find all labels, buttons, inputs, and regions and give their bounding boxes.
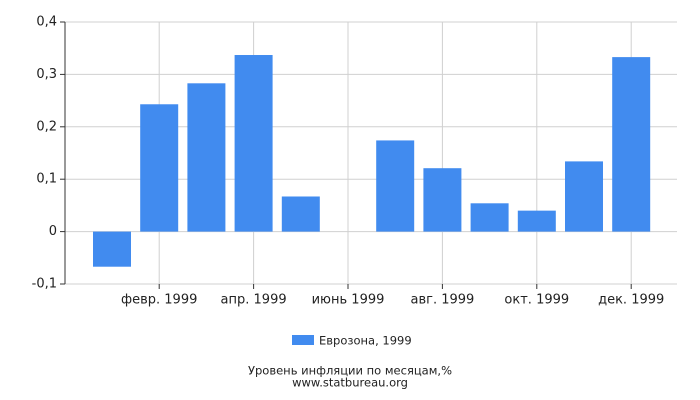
y-tick-label: 0,1 [36, 172, 57, 187]
y-tick-label: 0,2 [36, 119, 57, 134]
x-tick-label: окт. 1999 [504, 293, 569, 308]
bar [93, 231, 131, 267]
source: www.statbureau.org [292, 376, 408, 390]
bar [423, 168, 462, 232]
bar [470, 203, 509, 232]
legend-label: Еврозона, 1999 [319, 334, 412, 348]
caption: Уровень инфляции по месяцам,% [248, 364, 452, 378]
y-tick-label: 0,3 [36, 67, 57, 82]
bar [281, 196, 320, 232]
x-tick-label: февр. 1999 [121, 293, 197, 308]
x-tick-label: авг. 1999 [410, 293, 474, 308]
bar [234, 55, 273, 232]
y-tick-label: 0 [49, 224, 57, 239]
bar [565, 161, 603, 232]
x-tick-label: дек. 1999 [598, 293, 664, 308]
x-tick-label: июнь 1999 [312, 293, 385, 308]
bar [612, 57, 651, 232]
bar [517, 210, 556, 232]
bar [187, 83, 226, 232]
bar [140, 104, 179, 232]
bar [376, 140, 415, 232]
legend-swatch [292, 335, 314, 345]
y-tick-label: 0,4 [36, 15, 57, 30]
y-tick-label: -0,1 [32, 277, 57, 292]
x-tick-label: апр. 1999 [221, 293, 287, 308]
